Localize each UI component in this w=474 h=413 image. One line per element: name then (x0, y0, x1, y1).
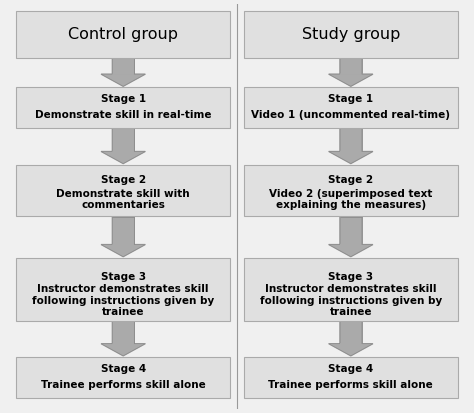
FancyBboxPatch shape (16, 357, 230, 398)
Text: Stage 3: Stage 3 (100, 272, 146, 282)
Bar (340, 320, 362, 344)
Text: Control group: Control group (68, 27, 178, 42)
Polygon shape (329, 152, 373, 164)
Text: Video 1 (uncommented real-time): Video 1 (uncommented real-time) (251, 109, 450, 120)
Text: Trainee performs skill alone: Trainee performs skill alone (41, 380, 206, 389)
Text: Instructor demonstrates skill
following instructions given by
trainee: Instructor demonstrates skill following … (260, 284, 442, 317)
FancyBboxPatch shape (244, 87, 458, 128)
Text: Stage 2: Stage 2 (328, 175, 374, 185)
Bar (340, 57, 362, 74)
Text: Demonstrate skill in real-time: Demonstrate skill in real-time (35, 109, 211, 120)
Polygon shape (101, 244, 145, 257)
FancyBboxPatch shape (244, 258, 458, 321)
Polygon shape (101, 344, 145, 356)
Text: Instructor demonstrates skill
following instructions given by
trainee: Instructor demonstrates skill following … (32, 284, 214, 317)
Bar (340, 128, 362, 152)
Text: Stage 1: Stage 1 (328, 94, 374, 104)
Text: Study group: Study group (301, 27, 400, 42)
Text: Stage 3: Stage 3 (328, 272, 374, 282)
Text: Trainee performs skill alone: Trainee performs skill alone (268, 380, 433, 389)
Text: Stage 2: Stage 2 (100, 175, 146, 185)
Polygon shape (329, 74, 373, 86)
Bar (112, 216, 134, 244)
FancyBboxPatch shape (16, 165, 230, 216)
Text: Stage 1: Stage 1 (100, 94, 146, 104)
Bar (112, 320, 134, 344)
Bar (112, 128, 134, 152)
FancyBboxPatch shape (16, 11, 230, 58)
FancyBboxPatch shape (16, 258, 230, 321)
Bar (112, 57, 134, 74)
FancyBboxPatch shape (244, 11, 458, 58)
Text: Demonstrate skill with
commentaries: Demonstrate skill with commentaries (56, 189, 190, 210)
Text: Video 2 (superimposed text
explaining the measures): Video 2 (superimposed text explaining th… (269, 189, 432, 210)
FancyBboxPatch shape (244, 357, 458, 398)
FancyBboxPatch shape (16, 87, 230, 128)
Text: Stage 4: Stage 4 (100, 364, 146, 374)
Polygon shape (101, 152, 145, 164)
Polygon shape (329, 244, 373, 257)
Polygon shape (329, 344, 373, 356)
Text: Stage 4: Stage 4 (328, 364, 374, 374)
Polygon shape (101, 74, 145, 86)
FancyBboxPatch shape (244, 165, 458, 216)
Bar (340, 216, 362, 244)
